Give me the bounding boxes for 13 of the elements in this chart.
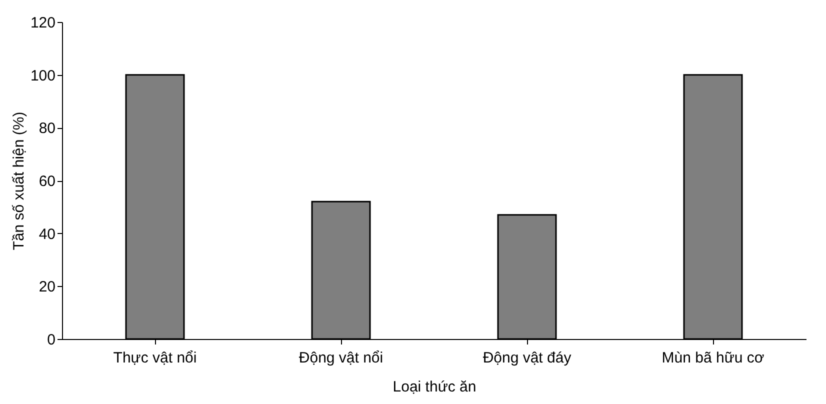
x-tick-label: Động vật đáy [482,350,572,366]
y-tick-label: 100 [30,67,56,84]
y-tick-label: 40 [38,226,56,243]
y-tick-label: 0 [47,332,56,348]
x-tick-label: Mùn bã hữu cơ [662,350,764,366]
y-tick-label: 20 [38,278,56,296]
y-tick-label: 80 [38,120,56,138]
x-tick-label: Thực vật nổi [113,350,197,366]
y-tick-label: 120 [30,14,56,32]
y-axis-title: Tần số xuất hiện (%) [10,112,28,250]
x-tick-label: Động vật nổi [298,350,384,366]
x-axis-title: Loại thức ăn [392,378,476,396]
y-tick-label: 60 [38,173,56,190]
